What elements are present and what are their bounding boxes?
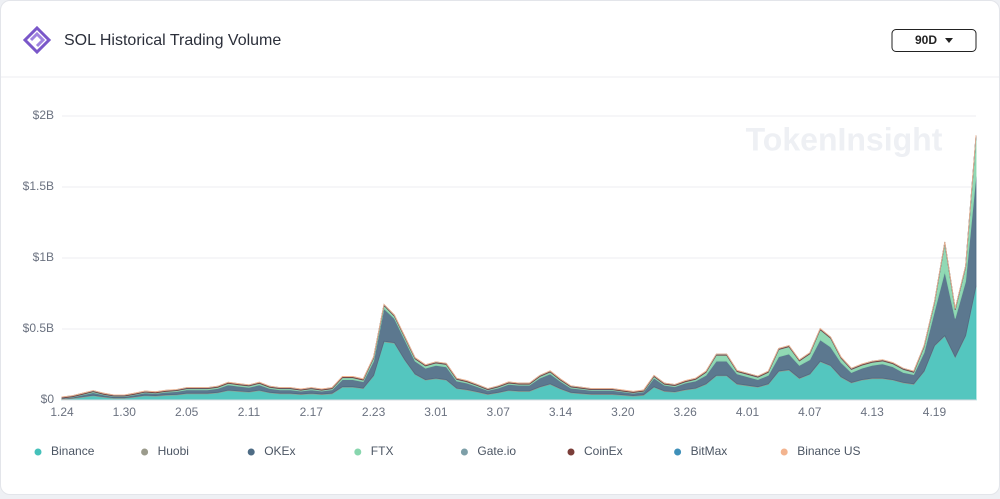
legend-item[interactable]: Gate.io <box>460 444 517 458</box>
logo <box>22 25 52 55</box>
x-tick-label: 4.19 <box>923 405 947 419</box>
legend-label: Gate.io <box>477 444 516 458</box>
legend-label: Binance <box>51 444 95 458</box>
x-tick-label: 3.01 <box>424 405 448 419</box>
legend-item[interactable]: BitMax <box>674 444 727 458</box>
x-tick-label: 3.07 <box>487 405 511 419</box>
y-tick-label: $1B <box>33 250 54 264</box>
x-tick-label: 4.07 <box>798 405 822 419</box>
legend-label: Binance US <box>797 444 860 458</box>
legend-item[interactable]: Huobi <box>141 444 189 458</box>
plot: $0 $0.5B $1B $1.5B $2B 1.24 1.30 2.05 2.11 2.17 2.… <box>23 108 977 458</box>
legend-label: Huobi <box>158 444 189 458</box>
legend-label: BitMax <box>691 444 728 458</box>
y-tick-label: $1.5B <box>23 179 54 193</box>
legend-dot <box>247 448 255 456</box>
legend-dot <box>460 448 468 456</box>
legend-label: OKEx <box>264 444 295 458</box>
range-dropdown[interactable]: 90D <box>891 29 977 52</box>
area <box>61 176 977 400</box>
watermark: TokenInsight <box>746 121 943 157</box>
y-tick-label: $2B <box>33 108 54 122</box>
x-tick-label: 1.24 <box>50 405 74 419</box>
area <box>61 135 977 398</box>
legend-dot <box>780 448 788 456</box>
x-tick-label: 3.20 <box>611 405 635 419</box>
legend-item[interactable]: FTX <box>354 444 393 458</box>
x-tick-label: 2.05 <box>175 405 199 419</box>
legend-label: CoinEx <box>584 444 623 458</box>
range-label[interactable]: 90D <box>915 33 937 47</box>
x-tick-label: 4.01 <box>736 405 760 419</box>
legend-dot <box>141 448 149 456</box>
legend-dot <box>567 448 575 456</box>
legend-dot <box>354 448 362 456</box>
x-tick-label: 3.26 <box>674 405 698 419</box>
y-tick-label: $0 <box>41 392 55 406</box>
x-tick-label: 3.14 <box>549 405 573 419</box>
title: SOL Historical Trading Volume <box>64 32 281 49</box>
x-tick-label: 2.17 <box>300 405 324 419</box>
y-tick-label: $0.5B <box>23 321 54 335</box>
legend-dot <box>34 448 42 456</box>
legend-item[interactable]: Binance <box>34 444 95 458</box>
x-tick-label: 2.23 <box>362 405 386 419</box>
legend-item[interactable]: OKEx <box>247 444 296 458</box>
x-tick-label: 1.30 <box>113 405 137 419</box>
legend-item[interactable]: Binance US <box>780 444 861 458</box>
area <box>61 136 977 399</box>
x-tick-label: 4.13 <box>860 405 884 419</box>
legend-label: FTX <box>371 444 394 458</box>
legend-item[interactable]: CoinEx <box>567 444 623 458</box>
x-tick-label: 2.11 <box>238 405 261 419</box>
legend-dot <box>674 448 682 456</box>
